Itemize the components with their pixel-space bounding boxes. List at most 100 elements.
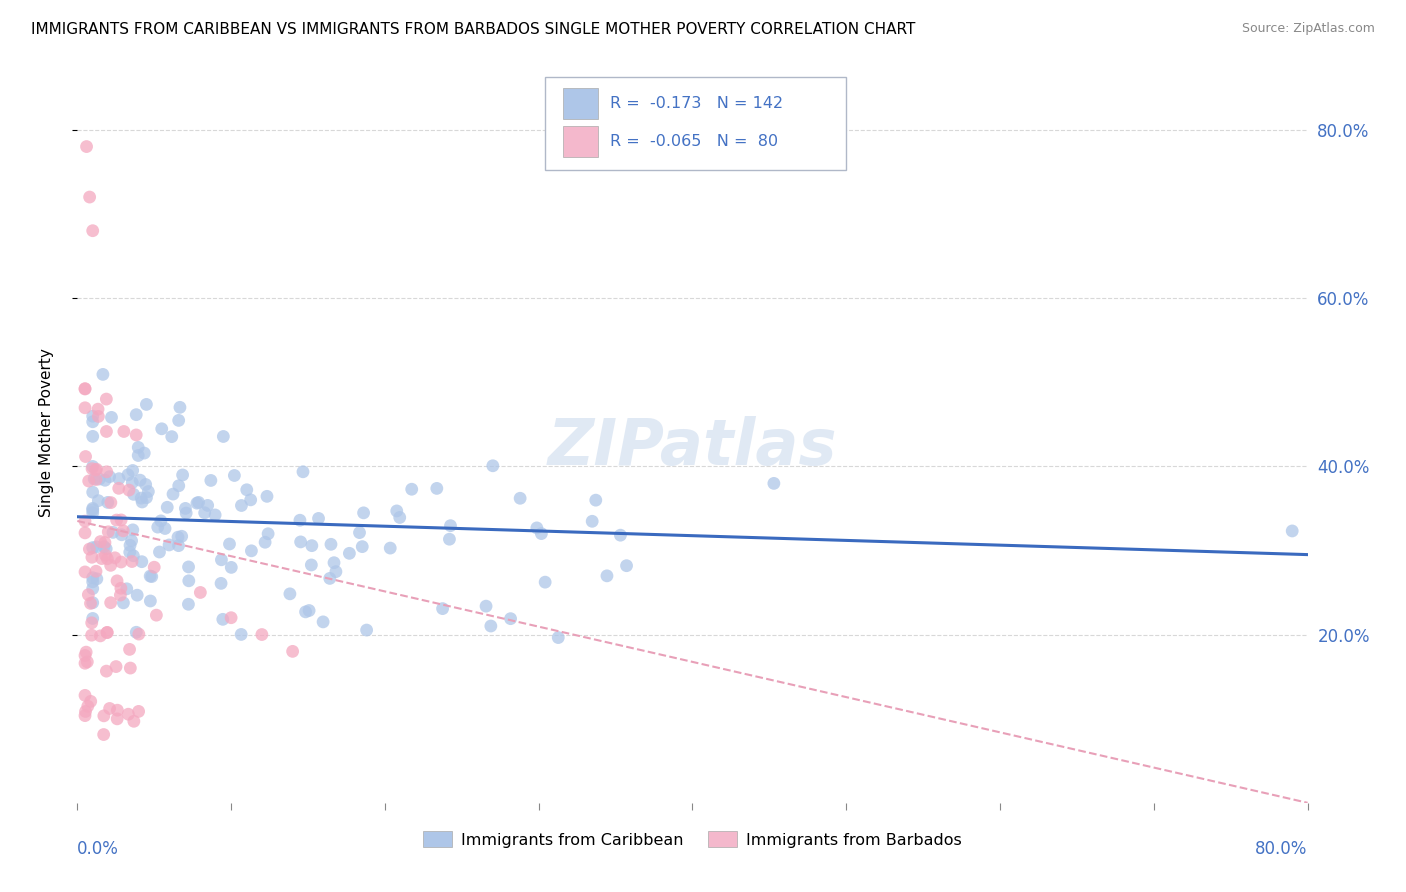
Point <box>75 645 97 659</box>
Point <box>153 521 176 535</box>
Point <box>167 479 190 493</box>
Point <box>254 535 277 549</box>
Point <box>141 569 163 583</box>
Point <box>112 596 135 610</box>
Text: R =  -0.173   N = 142: R = -0.173 N = 142 <box>610 95 783 111</box>
Point <box>86 540 108 554</box>
Point <box>73 401 96 415</box>
Point <box>194 506 217 520</box>
Point <box>73 525 96 540</box>
Point <box>125 408 148 422</box>
Point <box>1281 524 1303 538</box>
Point <box>93 709 115 723</box>
FancyBboxPatch shape <box>546 78 846 169</box>
Point <box>148 545 170 559</box>
Point <box>96 625 118 640</box>
Point <box>93 540 115 554</box>
Point <box>110 581 132 595</box>
Point <box>96 392 118 406</box>
Point <box>291 465 314 479</box>
Point <box>121 523 143 537</box>
Point <box>172 467 194 482</box>
Point <box>177 597 200 611</box>
Point <box>82 611 104 625</box>
Point <box>82 409 104 424</box>
Point <box>83 472 105 486</box>
Point <box>89 472 111 486</box>
Point <box>177 574 200 588</box>
Point <box>112 425 135 439</box>
Point <box>82 506 104 520</box>
Point <box>349 525 371 540</box>
Point <box>96 425 118 439</box>
Point <box>121 463 143 477</box>
Point <box>110 588 132 602</box>
Point <box>167 530 190 544</box>
Point <box>145 608 167 623</box>
Point <box>79 596 101 610</box>
Point <box>534 575 557 590</box>
Point <box>499 612 522 626</box>
Point <box>187 495 209 509</box>
Point <box>87 409 110 424</box>
Point <box>105 574 128 588</box>
Point <box>118 642 141 657</box>
Point <box>585 493 607 508</box>
Point <box>174 506 197 520</box>
Point <box>380 541 402 555</box>
Point <box>110 513 132 527</box>
Point <box>281 644 304 658</box>
Text: ZIPatlas: ZIPatlas <box>548 417 837 478</box>
Point <box>236 483 259 497</box>
Point <box>100 558 122 573</box>
Point <box>75 705 97 719</box>
Point <box>79 190 101 204</box>
Point <box>107 481 129 495</box>
Point <box>426 482 449 496</box>
Point <box>100 410 122 425</box>
Point <box>256 489 278 503</box>
Point <box>105 513 128 527</box>
Point <box>128 627 150 641</box>
Point <box>122 487 145 501</box>
Point <box>212 429 235 443</box>
Point <box>257 526 280 541</box>
Point <box>117 707 139 722</box>
Point <box>167 539 190 553</box>
Point <box>105 712 128 726</box>
Point <box>82 574 104 589</box>
Legend: Immigrants from Caribbean, Immigrants from Barbados: Immigrants from Caribbean, Immigrants fr… <box>416 825 969 854</box>
Point <box>84 564 107 578</box>
Point <box>240 544 263 558</box>
Point <box>120 661 142 675</box>
Point <box>87 402 110 417</box>
Point <box>97 495 120 509</box>
Text: IMMIGRANTS FROM CARIBBEAN VS IMMIGRANTS FROM BARBADOS SINGLE MOTHER POVERTY CORR: IMMIGRANTS FROM CARIBBEAN VS IMMIGRANTS … <box>31 22 915 37</box>
Point <box>100 495 122 509</box>
Point <box>250 627 273 641</box>
Point <box>204 508 226 522</box>
Point <box>131 555 153 569</box>
Point <box>100 596 122 610</box>
Point <box>86 462 108 476</box>
Point <box>121 533 143 548</box>
Point <box>146 520 169 534</box>
Point <box>139 594 162 608</box>
Point <box>73 708 96 723</box>
Point <box>135 397 157 411</box>
Point <box>547 631 569 645</box>
Point <box>231 499 253 513</box>
Point <box>82 541 104 555</box>
Point <box>219 560 242 574</box>
Point <box>84 463 107 477</box>
Point <box>170 529 193 543</box>
Point <box>98 701 121 715</box>
Point <box>139 569 162 583</box>
Point <box>197 499 219 513</box>
Point <box>82 596 104 610</box>
Text: 80.0%: 80.0% <box>1256 840 1308 858</box>
Point <box>79 542 101 557</box>
Point <box>118 545 141 559</box>
Point <box>104 550 127 565</box>
Point <box>128 705 150 719</box>
